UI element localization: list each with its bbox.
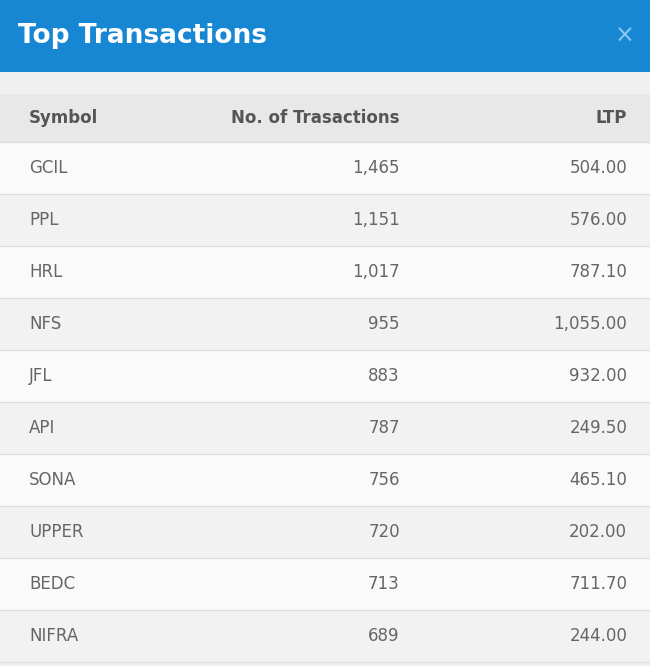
Text: 244.00: 244.00: [569, 627, 627, 645]
Text: 756: 756: [369, 471, 400, 489]
Text: PPL: PPL: [29, 211, 58, 229]
Text: 787: 787: [369, 419, 400, 437]
Text: 689: 689: [369, 627, 400, 645]
Text: ×: ×: [614, 24, 634, 48]
Bar: [0, 610, 650, 662]
Bar: [0, 94, 650, 142]
Text: 955: 955: [369, 315, 400, 333]
Text: JFL: JFL: [29, 367, 53, 385]
Text: 202.00: 202.00: [569, 523, 627, 541]
Text: 1,151: 1,151: [352, 211, 400, 229]
Text: GCIL: GCIL: [29, 159, 68, 177]
Text: 576.00: 576.00: [569, 211, 627, 229]
Text: Top Transactions: Top Transactions: [18, 23, 267, 49]
Bar: [0, 558, 650, 610]
Text: API: API: [29, 419, 56, 437]
Bar: [0, 246, 650, 298]
Text: NIFRA: NIFRA: [29, 627, 79, 645]
Text: 713: 713: [368, 575, 400, 593]
Bar: [0, 454, 650, 506]
Text: 720: 720: [368, 523, 400, 541]
Text: 465.10: 465.10: [569, 471, 627, 489]
Text: 249.50: 249.50: [569, 419, 627, 437]
Text: NFS: NFS: [29, 315, 62, 333]
Text: 1,465: 1,465: [352, 159, 400, 177]
Text: HRL: HRL: [29, 263, 62, 281]
Bar: [0, 506, 650, 558]
Text: Symbol: Symbol: [29, 109, 99, 127]
Text: 504.00: 504.00: [569, 159, 627, 177]
Text: 711.70: 711.70: [569, 575, 627, 593]
Text: 1,017: 1,017: [352, 263, 400, 281]
Bar: [0, 298, 650, 350]
Text: 932.00: 932.00: [569, 367, 627, 385]
Bar: [0, 0, 650, 72]
Bar: [0, 402, 650, 454]
Text: SONA: SONA: [29, 471, 77, 489]
Text: 787.10: 787.10: [569, 263, 627, 281]
Bar: [0, 142, 650, 194]
Bar: [0, 350, 650, 402]
Text: BEDC: BEDC: [29, 575, 75, 593]
Bar: [0, 194, 650, 246]
Text: No. of Trasactions: No. of Trasactions: [231, 109, 400, 127]
Text: UPPER: UPPER: [29, 523, 84, 541]
Text: 1,055.00: 1,055.00: [554, 315, 627, 333]
Text: 883: 883: [368, 367, 400, 385]
Text: LTP: LTP: [596, 109, 627, 127]
